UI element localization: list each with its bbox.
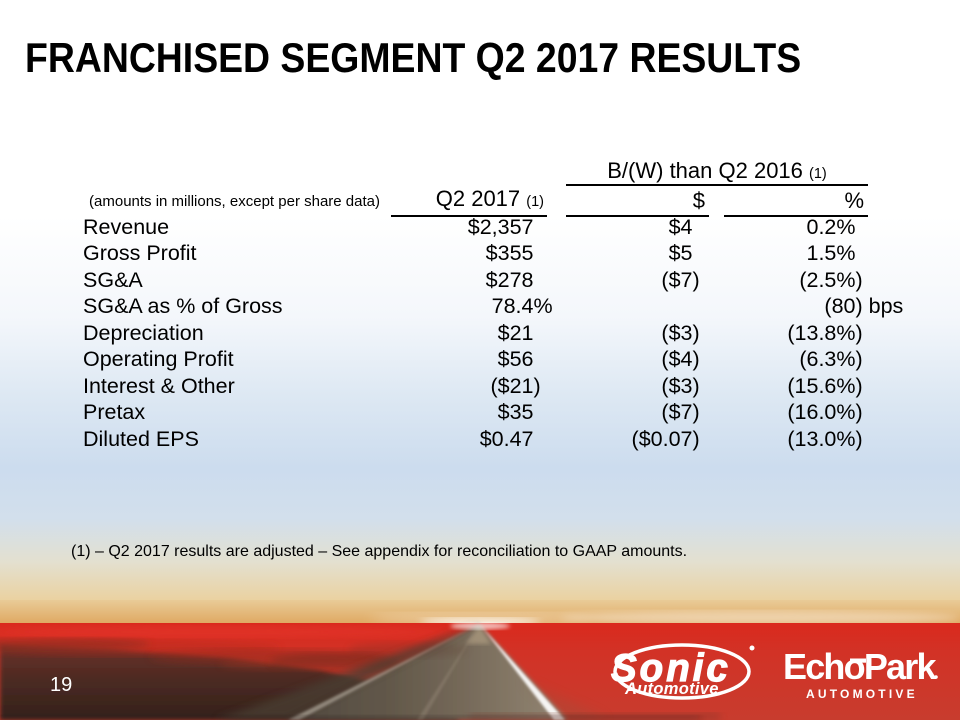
svg-text:EchoPark: EchoPark xyxy=(783,646,937,687)
svg-text:Sonic: Sonic xyxy=(611,647,731,690)
svg-text:AUTOMOTIVE: AUTOMOTIVE xyxy=(806,687,918,701)
svg-text:Automotive: Automotive xyxy=(624,680,719,698)
